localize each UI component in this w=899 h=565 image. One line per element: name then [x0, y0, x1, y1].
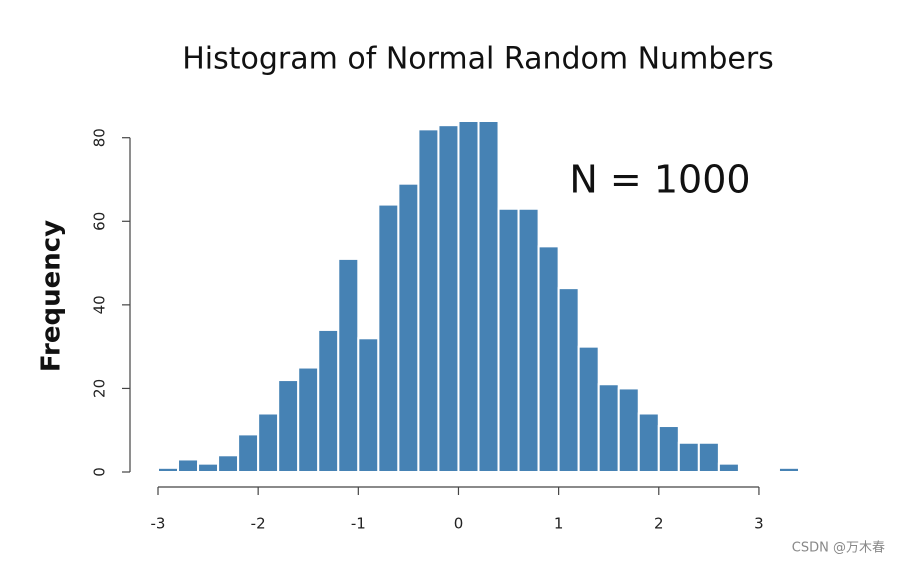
- x-tick-label: -3: [151, 515, 166, 533]
- bar: [457, 120, 480, 473]
- bar: [377, 203, 400, 473]
- bar: [157, 466, 180, 474]
- y-tick-label: 40: [91, 295, 109, 314]
- y-axis-label: Frequency: [37, 220, 67, 372]
- bar: [317, 328, 340, 473]
- bar: [697, 441, 720, 473]
- y-tick-label: 80: [91, 128, 109, 147]
- bar: [337, 257, 360, 473]
- bar: [397, 182, 420, 474]
- bar: [257, 412, 280, 473]
- bar: [177, 458, 200, 474]
- bar: [537, 245, 560, 473]
- bar: [357, 337, 380, 473]
- x-tick-label: 1: [554, 515, 564, 533]
- bar: [437, 124, 460, 474]
- bar: [217, 454, 240, 473]
- bar: [577, 345, 600, 473]
- bar: [777, 466, 800, 474]
- x-tick-label: -1: [351, 515, 366, 533]
- bar: [637, 412, 660, 473]
- bar: [477, 120, 500, 473]
- bar: [497, 207, 520, 473]
- bar: [197, 462, 220, 473]
- chart-title: Histogram of Normal Random Numbers: [182, 42, 774, 77]
- bar: [277, 379, 300, 474]
- x-tick-label: 2: [654, 515, 664, 533]
- bar: [557, 287, 580, 473]
- bar: [677, 441, 700, 473]
- y-tick-label: 0: [91, 467, 109, 477]
- bar: [517, 207, 540, 473]
- y-tick-label: 20: [91, 379, 109, 398]
- bar: [597, 383, 620, 473]
- annotation: N = 1000: [569, 158, 750, 202]
- bar: [717, 462, 740, 473]
- watermark: CSDN @万木春: [792, 541, 885, 556]
- bar: [237, 433, 260, 473]
- bar: [417, 128, 440, 473]
- x-tick-label: 3: [754, 515, 764, 533]
- y-tick-label: 60: [91, 212, 109, 231]
- bar: [297, 366, 320, 473]
- bar: [617, 387, 640, 473]
- x-tick-label: -2: [251, 515, 266, 533]
- x-tick-label: 0: [454, 515, 464, 533]
- bar: [657, 425, 680, 473]
